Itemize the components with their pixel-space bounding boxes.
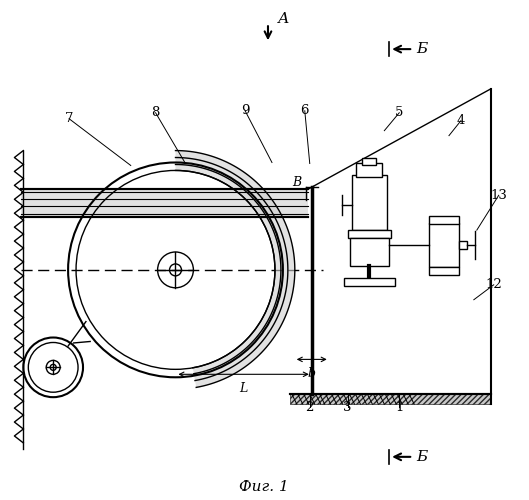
Bar — [429, 267, 459, 275]
Text: Б: Б — [416, 42, 427, 56]
Bar — [350, 238, 389, 266]
Text: Фиг. 1: Фиг. 1 — [239, 480, 289, 494]
Text: 3: 3 — [343, 400, 352, 413]
Bar — [343, 278, 395, 286]
Text: L: L — [240, 382, 248, 396]
Text: 4: 4 — [457, 114, 465, 127]
Text: 1: 1 — [395, 400, 404, 413]
Bar — [21, 190, 308, 217]
Text: 9: 9 — [241, 104, 249, 118]
Text: 12: 12 — [485, 278, 502, 291]
Bar — [348, 230, 391, 238]
Text: 5: 5 — [395, 106, 404, 120]
Bar — [429, 216, 459, 224]
Text: Б: Б — [416, 450, 427, 464]
Text: 7: 7 — [65, 112, 74, 125]
Text: 6: 6 — [300, 104, 309, 118]
Text: А: А — [278, 12, 289, 26]
Bar — [362, 158, 376, 166]
Bar — [459, 241, 467, 249]
Text: b: b — [308, 368, 316, 380]
Polygon shape — [176, 150, 295, 388]
Text: 13: 13 — [490, 189, 507, 202]
Bar — [351, 176, 387, 230]
Bar — [290, 394, 491, 404]
Bar — [343, 278, 395, 286]
Bar — [429, 223, 459, 267]
Text: 8: 8 — [151, 106, 160, 120]
Text: В: В — [292, 176, 302, 189]
Bar — [357, 164, 382, 177]
Text: 2: 2 — [306, 400, 314, 413]
